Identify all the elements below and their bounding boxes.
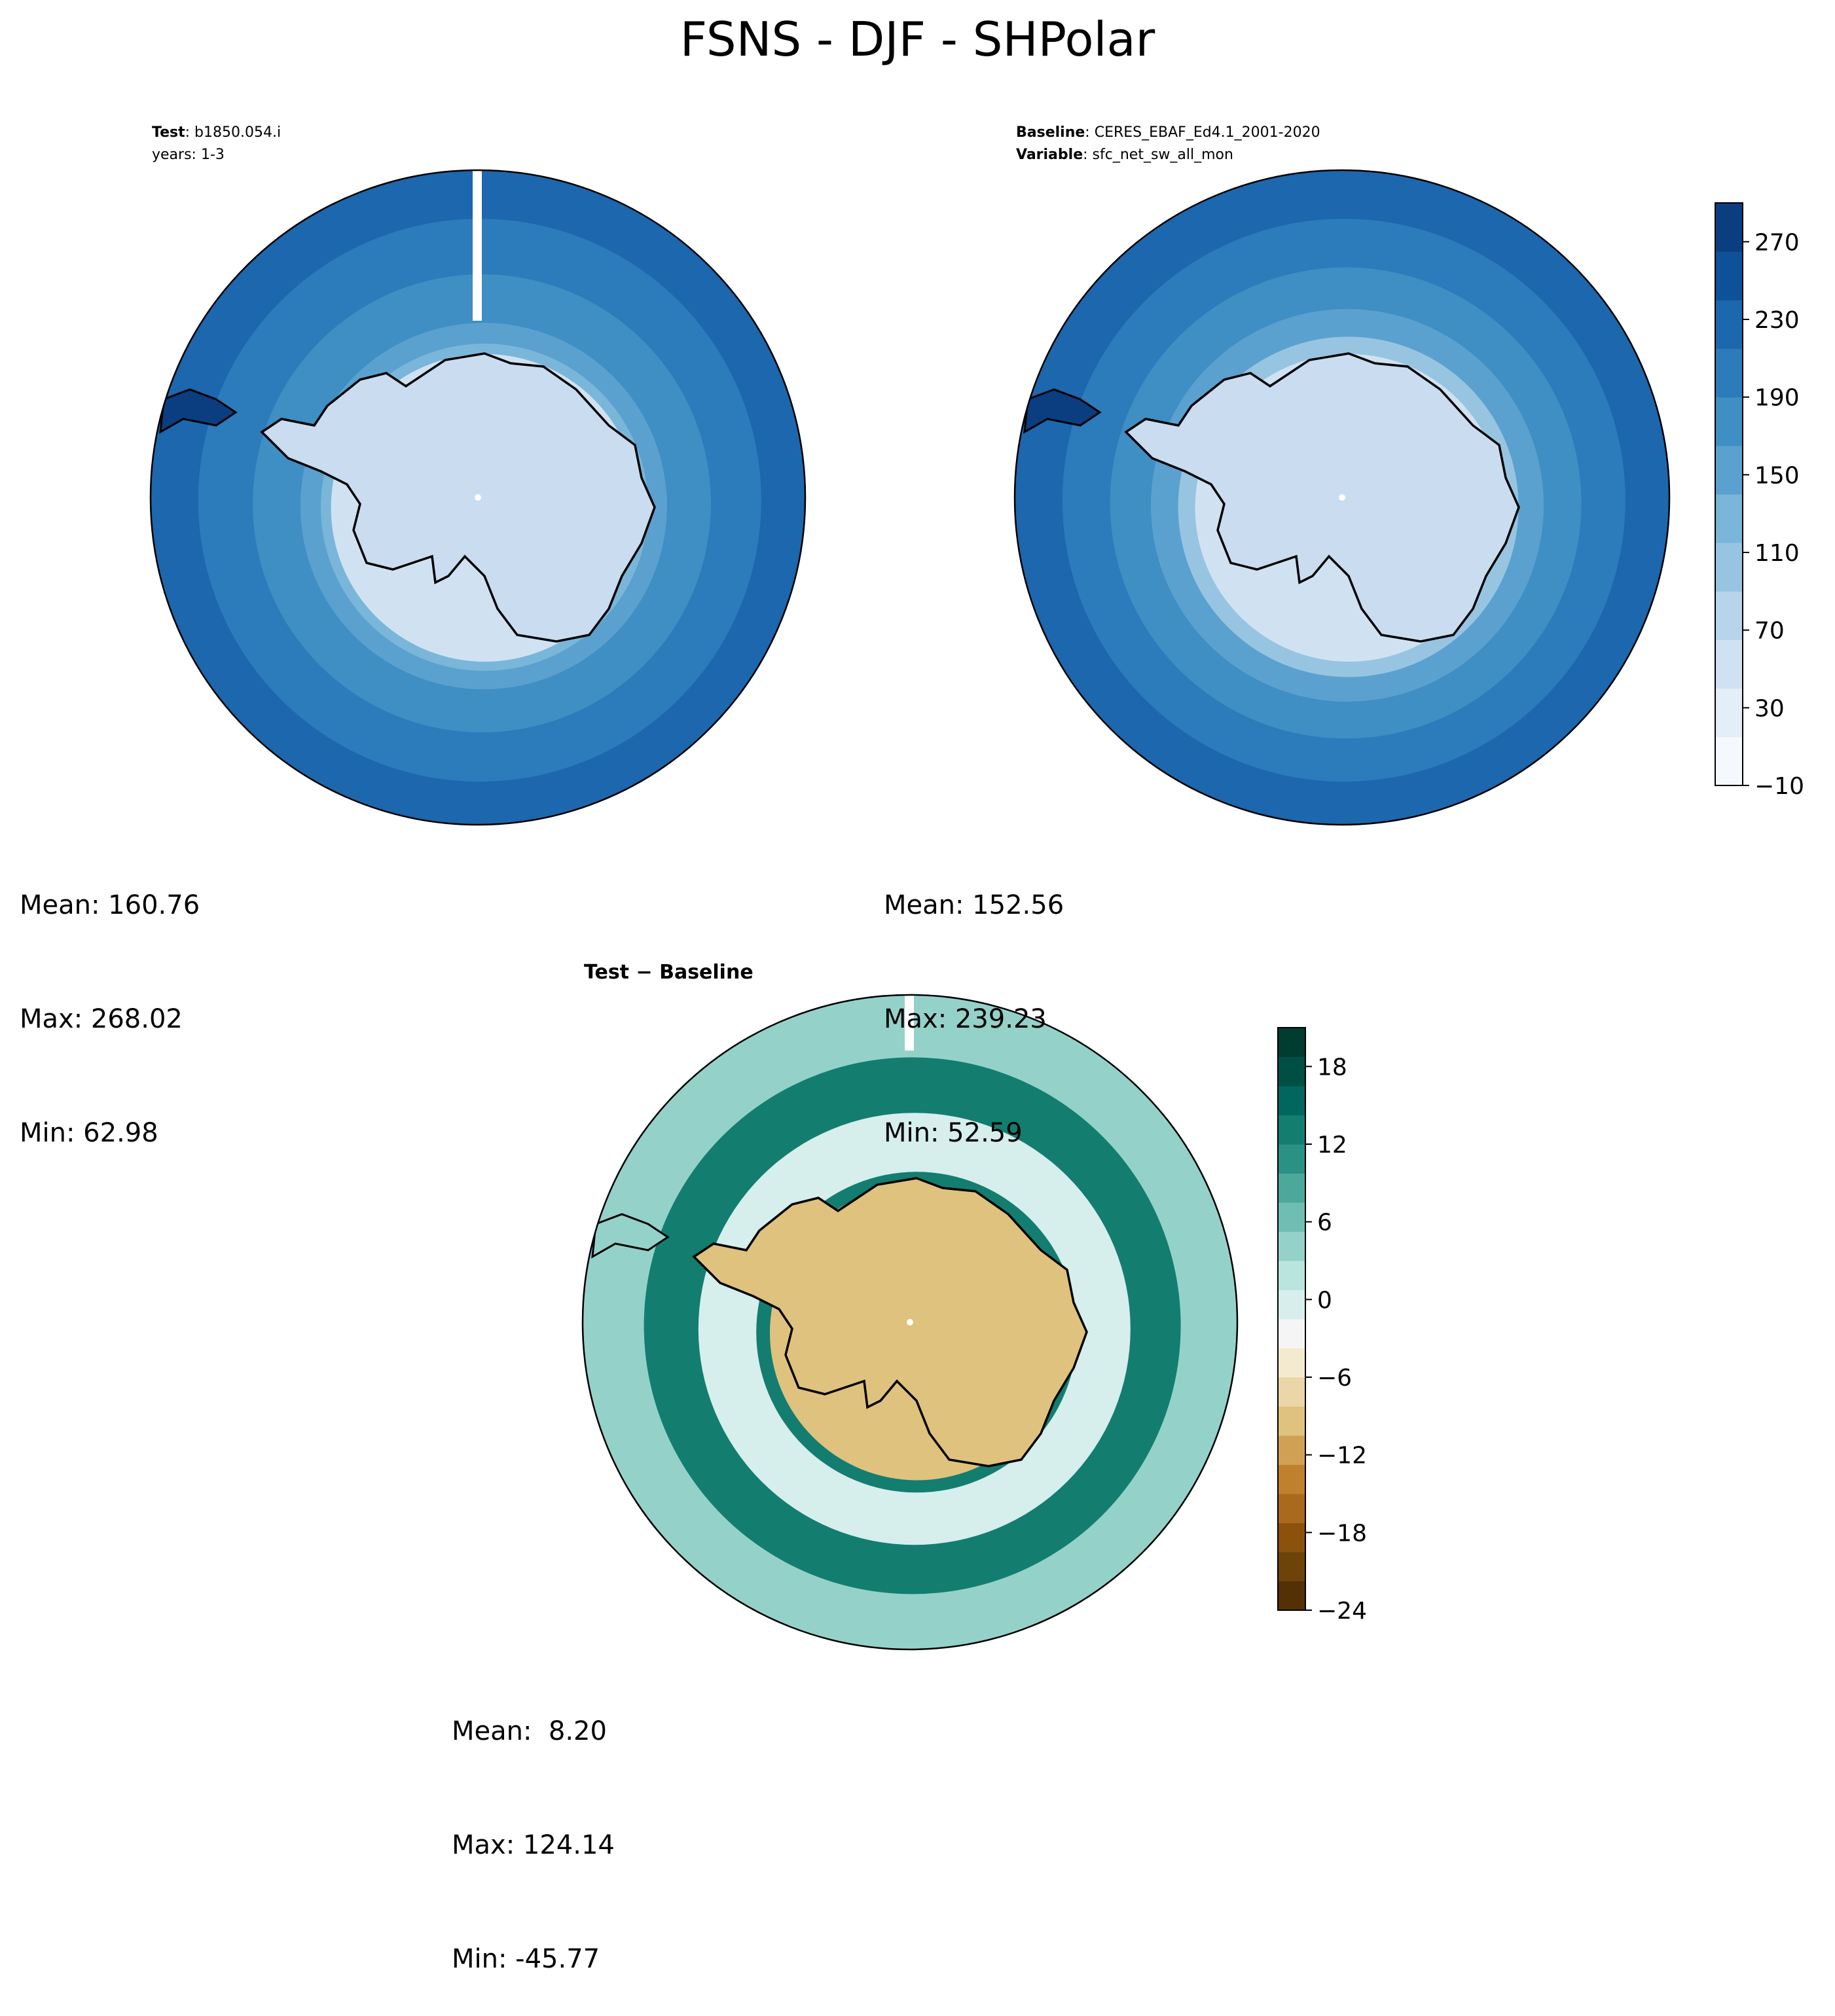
colorbar-tick-label: 6 [1317,1210,1332,1236]
south-america-coastline [1023,388,1102,434]
south-pole-marker [475,494,481,501]
south-pole-marker [907,1319,913,1325]
colorbar-segment [1715,348,1743,398]
antarctica-coastline [260,352,656,643]
difference-colorbar: −24 −18 −12 −6 0 6 12 18 [1277,1027,1367,1625]
south-america-coastline [591,1213,670,1259]
colorbar-segment [1715,688,1743,738]
colorbar-segment [1278,1494,1305,1523]
colorbar-segment [1278,1173,1305,1203]
colorbar-segment [1715,203,1743,252]
test-map [149,169,807,826]
baseline-mean: Mean: 152.56 [884,890,1064,920]
difference-panel-title: Test − Baseline [584,961,754,984]
test-min: Min: 62.98 [20,1118,158,1148]
colorbar-segment [1278,1086,1305,1115]
test-title-label: Test [152,124,185,141]
colorbar-segment [1278,1289,1305,1320]
colorbar-segment [1715,494,1743,543]
test-mean: Mean: 160.76 [20,890,200,920]
colorbar-segment [1715,445,1743,495]
baseline-subtitle-label: Variable [1016,147,1083,163]
colorbar-segment [1278,1115,1305,1145]
colorbar-tick-label: 70 [1754,618,1785,645]
diff-max: Max: 124.14 [452,1830,615,1860]
difference-map [581,994,1239,1651]
colorbar-segment [1278,1056,1305,1087]
colorbar-segment [1278,1464,1305,1494]
colorbar-segment [1715,591,1743,640]
colorbar-tick-label: 230 [1754,307,1800,334]
colorbar-tick-label: 12 [1317,1132,1347,1159]
map-boundary [581,994,1239,1651]
colorbar-segment [1278,1348,1305,1378]
baseline-min: Min: 52.59 [884,1118,1023,1148]
colorbar-tick-label: −10 [1754,773,1804,800]
baseline-title-label: Baseline [1016,124,1085,141]
colorbar-segment [1715,300,1743,349]
baseline-stats: Mean: 152.56 Max: 239.23 Min: 52.59 [884,810,1064,1190]
colorbar-tick-label: 110 [1754,540,1800,567]
diff-min: Min: -45.77 [452,1944,600,1974]
colorbar-segment [1715,251,1743,300]
diff-mean: Mean: 8.20 [452,1716,607,1746]
missing-data-seam [473,170,482,321]
figure-title: FSNS - DJF - SHPolar [680,12,1155,67]
colorbar-segment [1278,1377,1305,1407]
missing-data-seam [905,995,914,1051]
diff-title-sep: − [636,961,653,984]
colorbar-tick-label: 30 [1754,695,1785,722]
colorbar-segment [1278,1406,1305,1436]
colorbar-segment [1278,1144,1305,1174]
map-boundary [1013,169,1671,826]
test-panel-title: Test: b1850.054.i years: 1-3 [152,124,282,163]
baseline-max: Max: 239.23 [884,1004,1047,1034]
test-stats: Mean: 160.76 Max: 268.02 Min: 62.98 [20,810,200,1190]
colorbar-segment [1715,736,1743,786]
colorbar-tick-label: 270 [1754,229,1800,256]
colorbar-segment [1715,543,1743,592]
baseline-panel-title: Baseline: CERES_EBAF_Ed4.1_2001-2020 Var… [1016,124,1320,163]
difference-stats: Mean: 8.20 Max: 124.14 Min: -45.77 [452,1636,615,2016]
colorbar-segment [1278,1319,1305,1348]
colorbar-frame [1715,202,1743,786]
baseline-colorbar: −10 30 70 110 150 190 230 270 [1715,202,1804,800]
baseline-subtitle-value: sfc_net_sw_all_mon [1092,147,1233,163]
colorbar-frame [1277,1027,1306,1611]
test-title-value: b1850.054.i [194,124,282,141]
baseline-title-value: CERES_EBAF_Ed4.1_2001-2020 [1094,124,1320,141]
test-max: Max: 268.02 [20,1004,183,1034]
test-subtitle: years: 1-3 [152,147,225,163]
diff-title-label: Test [584,961,630,984]
colorbar-segment [1278,1202,1305,1232]
colorbar-tick-label: 150 [1754,462,1800,489]
colorbar-tick-label: 18 [1317,1054,1347,1081]
antarctica-coastline [692,1177,1088,1467]
diff-title-value: Baseline [659,961,754,984]
colorbar-segment [1278,1522,1305,1553]
antarctica-coastline [1124,352,1520,643]
colorbar-segment [1278,1552,1305,1581]
colorbar-tick-label: −6 [1317,1365,1352,1392]
map-boundary [149,169,807,826]
colorbar-segment [1715,397,1743,446]
south-pole-marker [1339,494,1345,501]
colorbar-segment [1278,1028,1305,1057]
colorbar-segment [1278,1435,1305,1465]
colorbar-tick-label: −18 [1317,1520,1367,1547]
colorbar-tick-label: 190 [1754,385,1800,412]
colorbar-segment [1278,1231,1305,1261]
colorbar-tick-label: −12 [1317,1443,1367,1469]
colorbar-segment [1278,1261,1305,1290]
colorbar-segment [1278,1581,1305,1611]
baseline-map [1013,169,1671,826]
south-america-coastline [159,388,238,434]
colorbar-segment [1715,639,1743,689]
colorbar-tick-label: 0 [1317,1287,1332,1314]
colorbar-tick-label: −24 [1317,1598,1367,1625]
